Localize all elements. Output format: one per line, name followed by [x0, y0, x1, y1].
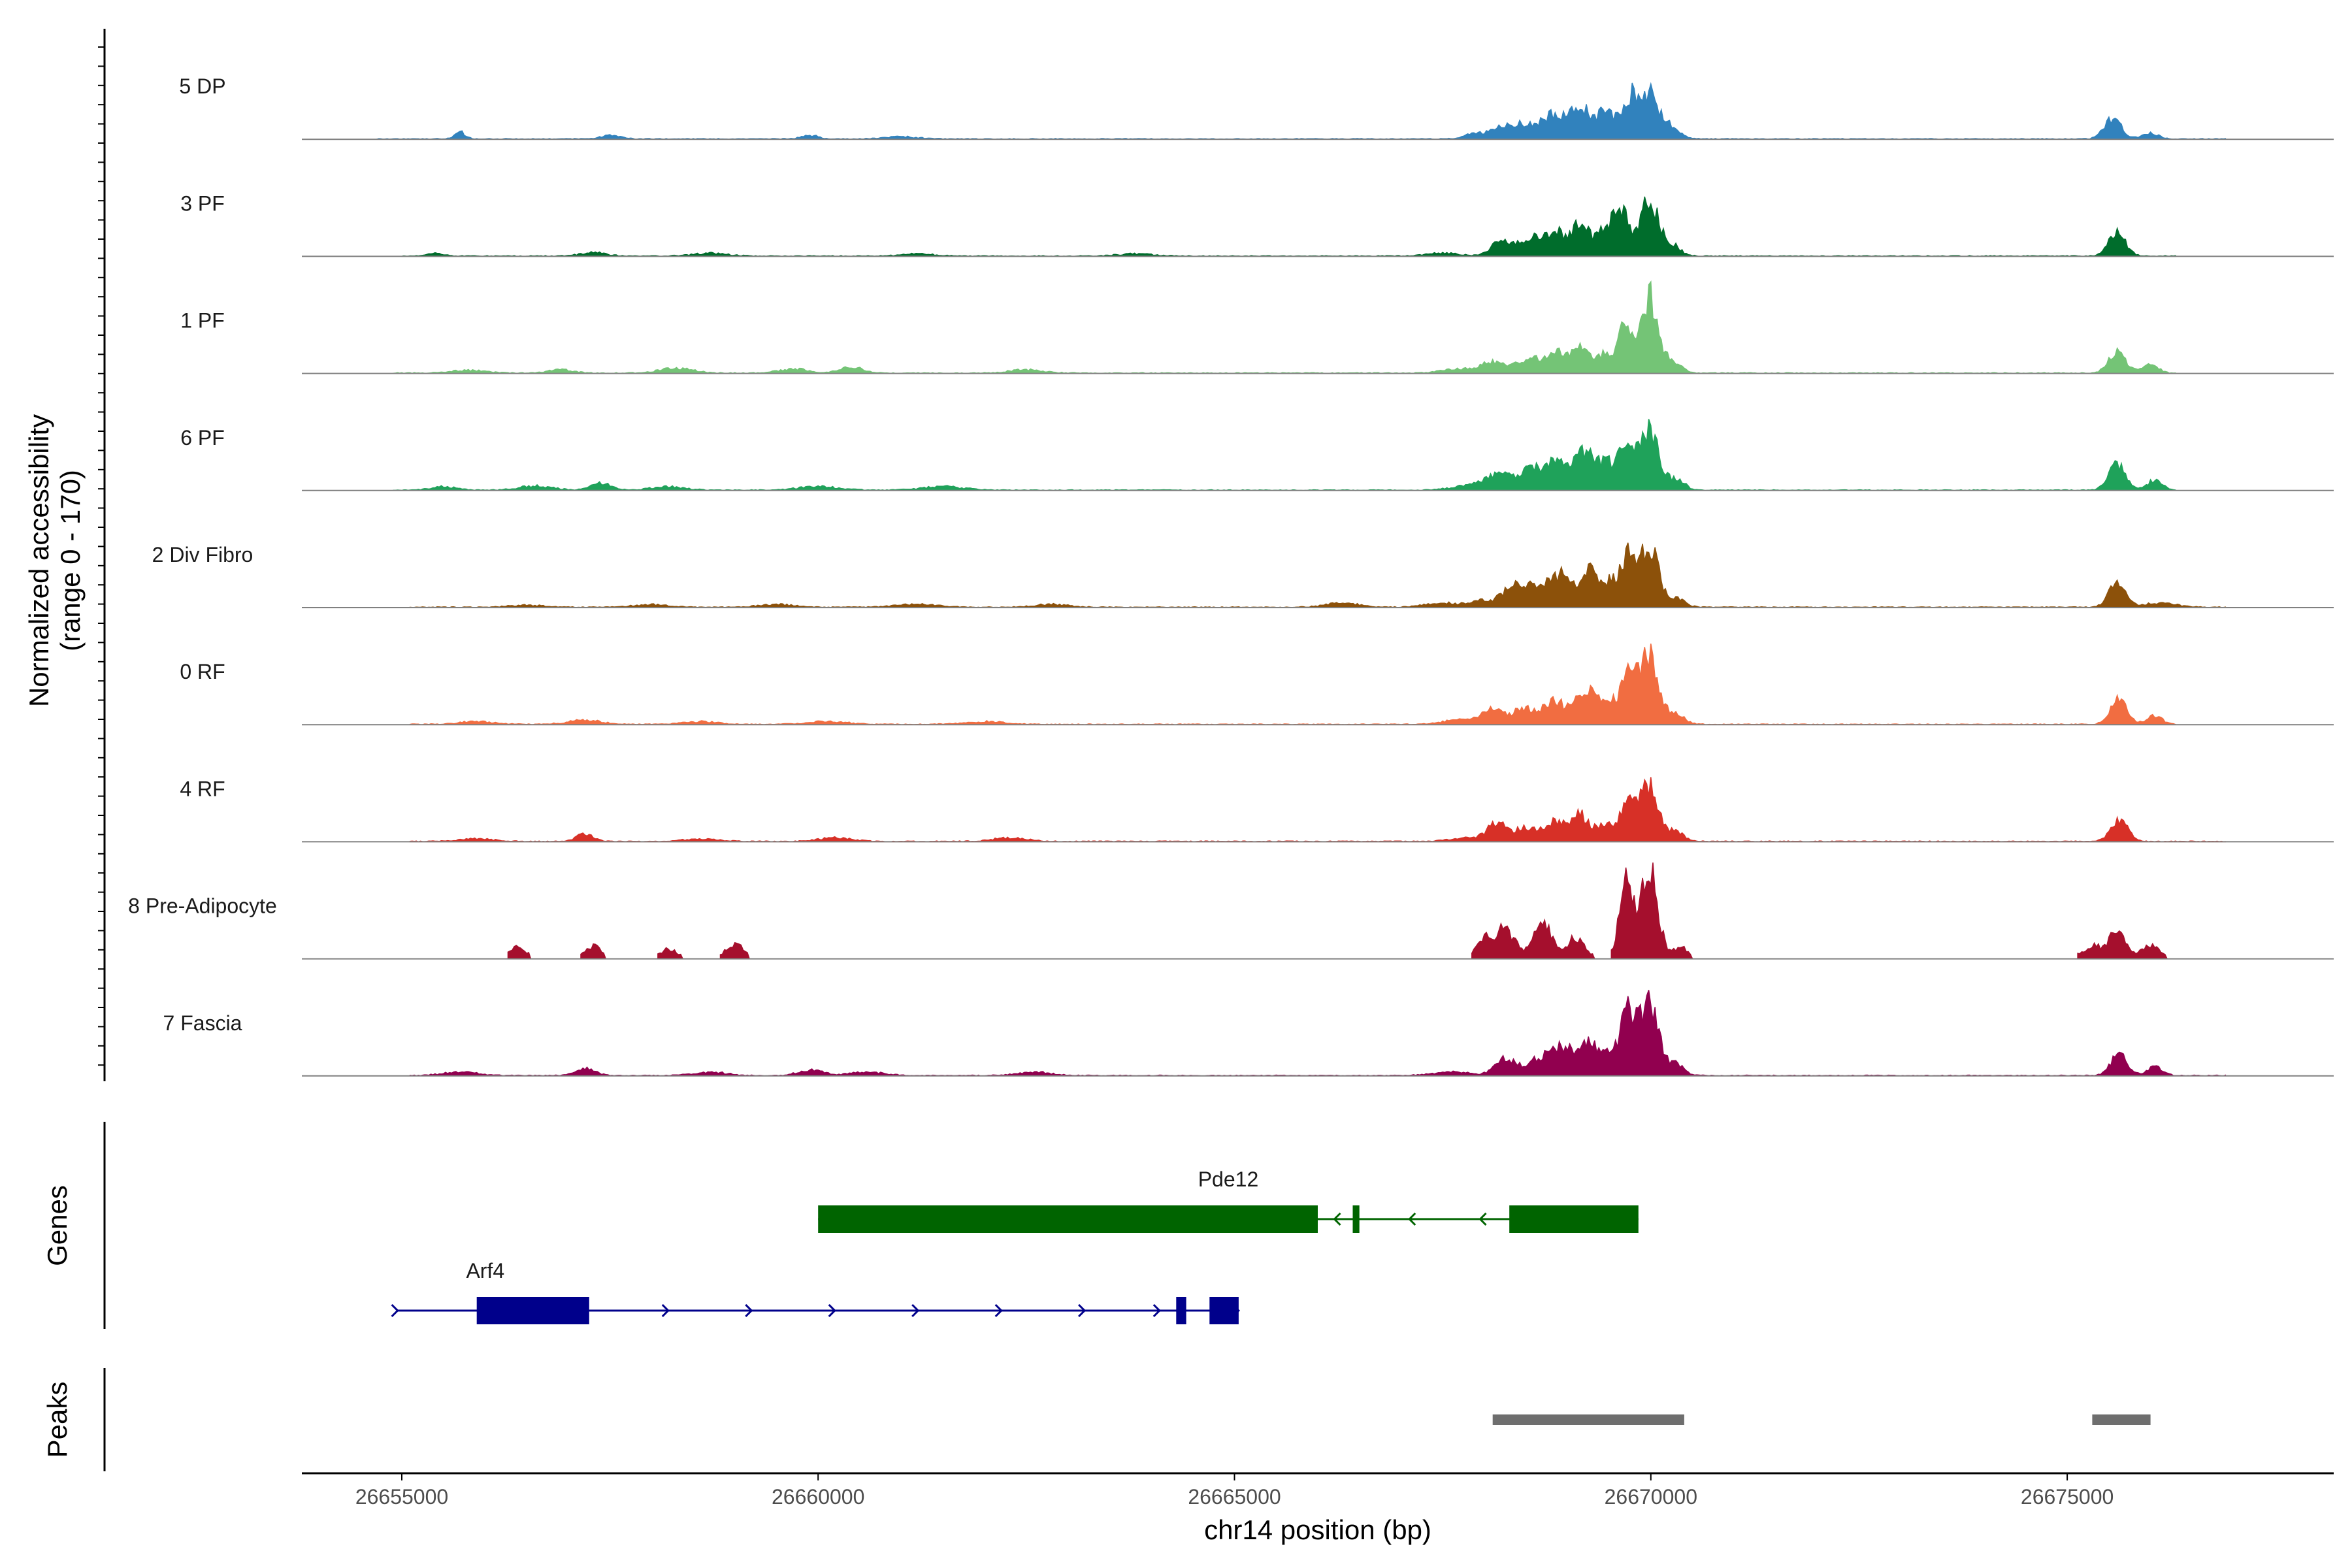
track-label: 5 DP — [179, 74, 225, 98]
track-0-rf: 0 RF — [180, 644, 2334, 726]
strand-arrow-icon — [911, 1303, 920, 1318]
track-label: 2 Div Fibro — [152, 543, 253, 566]
x-axis-title: chr14 position (bp) — [1204, 1514, 1431, 1545]
peak-track — [1492, 1414, 2151, 1425]
coverage-area-4-rf — [409, 777, 2227, 843]
x-tick-label: 26655000 — [355, 1485, 448, 1509]
track-label: 0 RF — [180, 660, 225, 683]
x-tick-label: 26660000 — [772, 1485, 864, 1509]
track-label: 1 PF — [180, 309, 225, 333]
y-axis — [98, 29, 106, 1081]
strand-arrow-icon — [1408, 1212, 1416, 1226]
x-tick-label: 26670000 — [1605, 1485, 1697, 1509]
coverage-area-7-fascia — [409, 990, 2227, 1077]
strand-arrow-icon — [1152, 1303, 1161, 1318]
coverage-area-2-div-fibro — [409, 542, 2227, 608]
gene-exon — [1209, 1297, 1239, 1324]
gene-exon — [1352, 1205, 1360, 1233]
gene-arf4: Arf4 — [391, 1259, 1241, 1324]
peaks-panel-title: Peaks — [42, 1382, 73, 1458]
y-axis-title-line-2: (range 0 - 170) — [55, 470, 86, 651]
gene-annotation-track: Pde12 Arf4 — [391, 1168, 1639, 1324]
peak-region — [1492, 1414, 1684, 1425]
track-1-pf: 1 PF — [180, 280, 2334, 374]
gene-label: Arf4 — [466, 1259, 504, 1282]
coverage-area-3-pf — [401, 196, 2176, 257]
gene-exon — [476, 1297, 589, 1324]
coverage-area-0-rf — [409, 644, 2176, 726]
gene-exon — [818, 1205, 1318, 1233]
gene-exon — [1509, 1205, 1639, 1233]
coverage-area-1-pf — [393, 280, 2176, 374]
track-label: 6 PF — [180, 426, 225, 449]
gene-pde12: Pde12 — [818, 1168, 1639, 1233]
track-3-pf: 3 PF — [180, 191, 2334, 257]
strand-arrow-icon — [661, 1303, 670, 1318]
strand-arrow-icon — [745, 1303, 753, 1318]
coverage-area-6-pf — [393, 419, 2176, 491]
coverage-area-5-dp — [376, 82, 2227, 140]
track-label: 7 Fascia — [163, 1011, 242, 1035]
gene-exon — [1176, 1297, 1186, 1324]
track-label: 3 PF — [180, 191, 225, 215]
track-7-fascia: 7 Fascia — [163, 990, 2334, 1077]
track-5-dp: 5 DP — [179, 74, 2334, 140]
track-2-div-fibro: 2 Div Fibro — [152, 542, 2334, 608]
strand-arrow-icon — [994, 1303, 1003, 1318]
peak-region — [2092, 1414, 2151, 1425]
x-tick-label: 26665000 — [1188, 1485, 1281, 1509]
track-8-pre-adipocyte: 8 Pre-Adipocyte — [128, 862, 2334, 960]
strand-arrow-icon — [1078, 1303, 1086, 1318]
strand-arrow-icon — [828, 1303, 836, 1318]
strand-arrow-icon — [391, 1303, 399, 1318]
x-axis: 26655000 26660000 26665000 26670000 26675000 — [302, 1472, 2334, 1509]
gene-label: Pde12 — [1198, 1168, 1259, 1191]
coverage-area-8-pre-adipocyte — [507, 862, 2168, 960]
coverage-tracks: 5 DP 3 PF 1 PF 6 PF 2 Div Fibro 0 RF 4 RF 8 Pre… — [128, 74, 2334, 1077]
y-axis-title-line-1: Normalized accessibility — [24, 414, 54, 707]
x-tick-label: 26675000 — [2021, 1485, 2114, 1509]
track-label: 8 Pre-Adipocyte — [128, 894, 277, 918]
track-6-pf: 6 PF — [180, 419, 2334, 491]
strand-arrow-icon — [1478, 1212, 1487, 1226]
strand-arrow-icon — [1333, 1212, 1341, 1226]
genes-panel-title: Genes — [42, 1185, 73, 1266]
track-4-rf: 4 RF — [180, 777, 2334, 843]
track-label: 4 RF — [180, 777, 225, 800]
